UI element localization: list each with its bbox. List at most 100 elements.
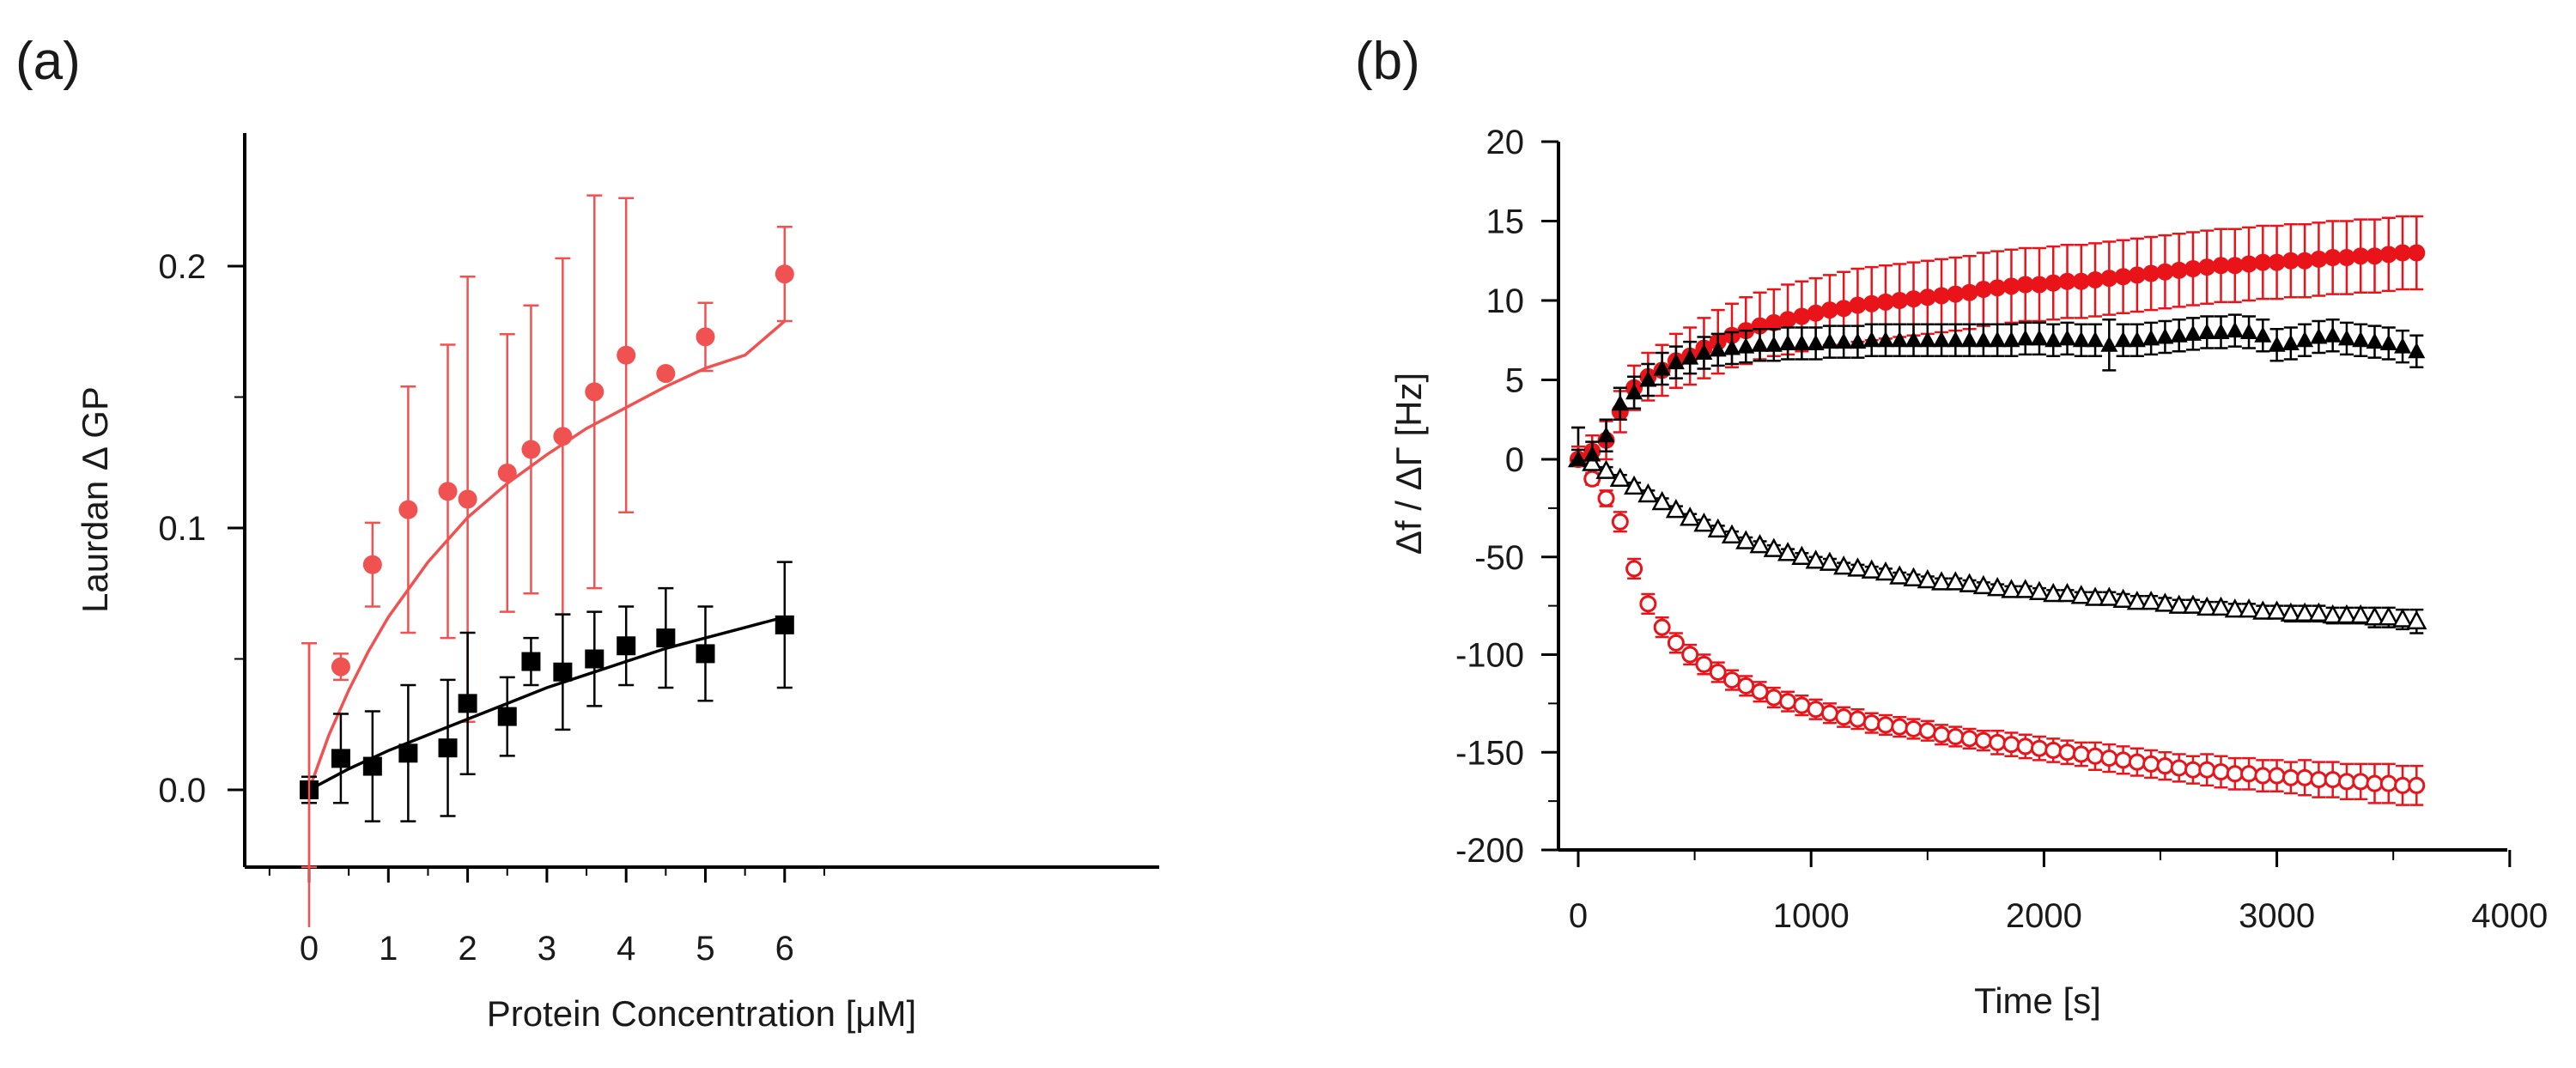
- panel-b-point-red-filled-circles: [2100, 270, 2118, 288]
- panel-b-point-black-filled-triangles: [2072, 331, 2090, 348]
- panel-b-point-red-open-circles: [1722, 671, 1741, 689]
- panel-b-point-red-filled-circles: [2379, 246, 2397, 264]
- panel-b-point-black-filled-triangles: [1876, 331, 1894, 348]
- panel-b-point-black-open-triangles: [2112, 588, 2134, 609]
- panel-b-point-red-filled-circles: [2310, 250, 2328, 268]
- panel-b-point-black-open-triangles: [2070, 585, 2092, 604]
- panel-a-point-red: [362, 555, 382, 574]
- panel-b-point-red-open-circles: [2240, 765, 2258, 783]
- panel-b-point-black-open-triangles: [2238, 598, 2260, 618]
- panel-b-point-black-filled-triangles: [2087, 331, 2105, 348]
- panel-b-point-red-open-circles: [2058, 743, 2076, 762]
- panel-b-y-axis-title: Δf / ΔΓ [Hz]: [1388, 373, 1429, 555]
- panel-b-point-red-open-circles: [1737, 677, 1755, 695]
- panel-b-point-black-filled-triangles: [2128, 331, 2146, 348]
- panel-b-point-red-open-circles: [1876, 716, 1894, 734]
- panel-b-point-black-filled-triangles: [1722, 339, 1741, 355]
- panel-a-point-red: [331, 657, 350, 677]
- panel-b-point-red-open-circles: [1947, 728, 1965, 746]
- panel-b: (b) 0 1000 2000 3000 4000 -200 -150 -100 -50 0 5 10…: [1355, 32, 2548, 1021]
- panel-b-x-axis-title: Time [s]: [1974, 980, 2101, 1021]
- panel-b-point-black-filled-triangles: [2184, 325, 2202, 341]
- panel-b-point-black-open-triangles: [2210, 596, 2232, 616]
- panel-b-point-black-filled-triangles: [2044, 331, 2063, 348]
- panel-b-label: (b): [1355, 32, 1420, 91]
- panel-b-point-black-filled-triangles: [1681, 349, 1699, 365]
- panel-b-point-black-filled-triangles: [2254, 326, 2272, 343]
- panel-a-x-tick-label: 6: [775, 930, 794, 968]
- panel-a-x-tick-label: 3: [538, 930, 556, 968]
- panel-b-point-red-open-circles: [2379, 774, 2397, 792]
- panel-b-point-black-open-triangles: [2099, 586, 2120, 606]
- panel-b-point-black-open-triangles: [2182, 594, 2204, 614]
- panel-b-point-black-open-triangles: [1721, 524, 1743, 543]
- panel-b-point-black-open-triangles: [1917, 568, 1938, 589]
- panel-b-point-black-filled-triangles: [2366, 332, 2384, 349]
- panel-b-point-black-open-triangles: [1693, 512, 1715, 532]
- panel-b-point-black-filled-triangles: [1905, 331, 1923, 348]
- panel-b-point-red-open-circles: [2030, 739, 2048, 757]
- panel-b-point-black-open-triangles: [2001, 579, 2022, 598]
- panel-b-point-red-open-circles: [2114, 751, 2132, 769]
- panel-b-point-black-filled-triangles: [2394, 337, 2412, 354]
- panel-a-fit-red: [307, 319, 786, 791]
- panel-b-point-black-open-triangles: [2364, 606, 2385, 626]
- panel-a-point-red: [438, 482, 458, 501]
- panel-b-point-black-filled-triangles: [2156, 328, 2174, 344]
- panel-b-point-black-filled-triangles: [1807, 334, 1825, 350]
- panel-b-point-red-filled-circles: [1947, 285, 1965, 303]
- panel-a-point-black: [553, 662, 573, 682]
- panel-b-y-tick-label: -200: [1455, 832, 1524, 870]
- panel-b-point-red-open-circles: [1807, 701, 1825, 719]
- panel-a-point-black: [497, 707, 517, 726]
- panel-b-point-black-open-triangles: [1763, 537, 1784, 557]
- panel-b-point-black-open-triangles: [2406, 610, 2427, 630]
- panel-b-point-red-filled-circles: [2240, 255, 2258, 273]
- panel-b-point-black-open-triangles: [2308, 602, 2330, 622]
- panel-a-point-red: [553, 427, 573, 446]
- panel-b-point-red-filled-circles: [1807, 304, 1825, 322]
- panel-b-x-tick-label: 1000: [1773, 897, 1850, 935]
- panel-b-point-red-open-circles: [1625, 560, 1643, 578]
- panel-b-point-red-filled-circles: [1820, 301, 1838, 319]
- panel-b-point-red-open-circles: [2170, 759, 2188, 777]
- panel-b-point-black-open-triangles: [1945, 571, 1966, 591]
- panel-b-point-red-open-circles: [2212, 763, 2230, 780]
- panel-b-point-black-open-triangles: [2280, 602, 2301, 622]
- panel-a-point-black: [438, 738, 458, 758]
- panel-b-point-black-open-triangles: [2322, 604, 2343, 624]
- panel-b-point-black-open-triangles: [1651, 490, 1673, 511]
- panel-b-point-black-open-triangles: [2028, 580, 2050, 600]
- panel-b-point-red-filled-circles: [2226, 257, 2244, 275]
- panel-b-point-black-filled-triangles: [2281, 334, 2300, 350]
- panel-b-point-black-filled-triangles: [1597, 426, 1615, 443]
- panel-b-point-black-open-triangles: [1791, 545, 1813, 565]
- panel-b-point-black-filled-triangles: [2226, 321, 2244, 338]
- panel-b-point-black-filled-triangles: [1891, 331, 1909, 348]
- panel-b-point-red-open-circles: [2310, 771, 2328, 789]
- panel-b-point-black-open-triangles: [1972, 574, 1994, 595]
- panel-b-point-red-open-circles: [1765, 689, 1783, 707]
- panel-b-point-red-open-circles: [1681, 646, 1699, 664]
- panel-b-point-black-open-triangles: [1861, 559, 1882, 579]
- panel-b-point-black-open-triangles: [2294, 602, 2316, 622]
- panel-b-point-black-filled-triangles: [2296, 331, 2314, 348]
- panel-a-point-red: [696, 327, 715, 347]
- panel-b-point-black-filled-triangles: [1737, 337, 1755, 354]
- panel-a-point-red: [497, 463, 517, 482]
- panel-b-point-red-open-circles: [2002, 736, 2020, 754]
- panel-b-point-black-filled-triangles: [1947, 331, 1965, 348]
- panel-b-point-black-open-triangles: [2266, 600, 2287, 620]
- panel-b-y-tick-label: 15: [1486, 203, 1525, 241]
- panel-b-point-black-filled-triangles: [1625, 383, 1643, 400]
- panel-b-y-tick-label: 20: [1486, 124, 1525, 161]
- panel-a-point-black: [398, 743, 418, 763]
- panel-b-point-red-filled-circles: [2002, 277, 2020, 295]
- panel-b-point-black-filled-triangles: [1639, 371, 1657, 387]
- panel-b-point-black-open-triangles: [2141, 590, 2162, 610]
- panel-b-point-black-filled-triangles: [2170, 326, 2188, 343]
- panel-b-point-black-open-triangles: [1707, 518, 1728, 538]
- panel-b-point-red-open-circles: [1835, 708, 1853, 726]
- panel-b-point-red-open-circles: [2366, 774, 2384, 792]
